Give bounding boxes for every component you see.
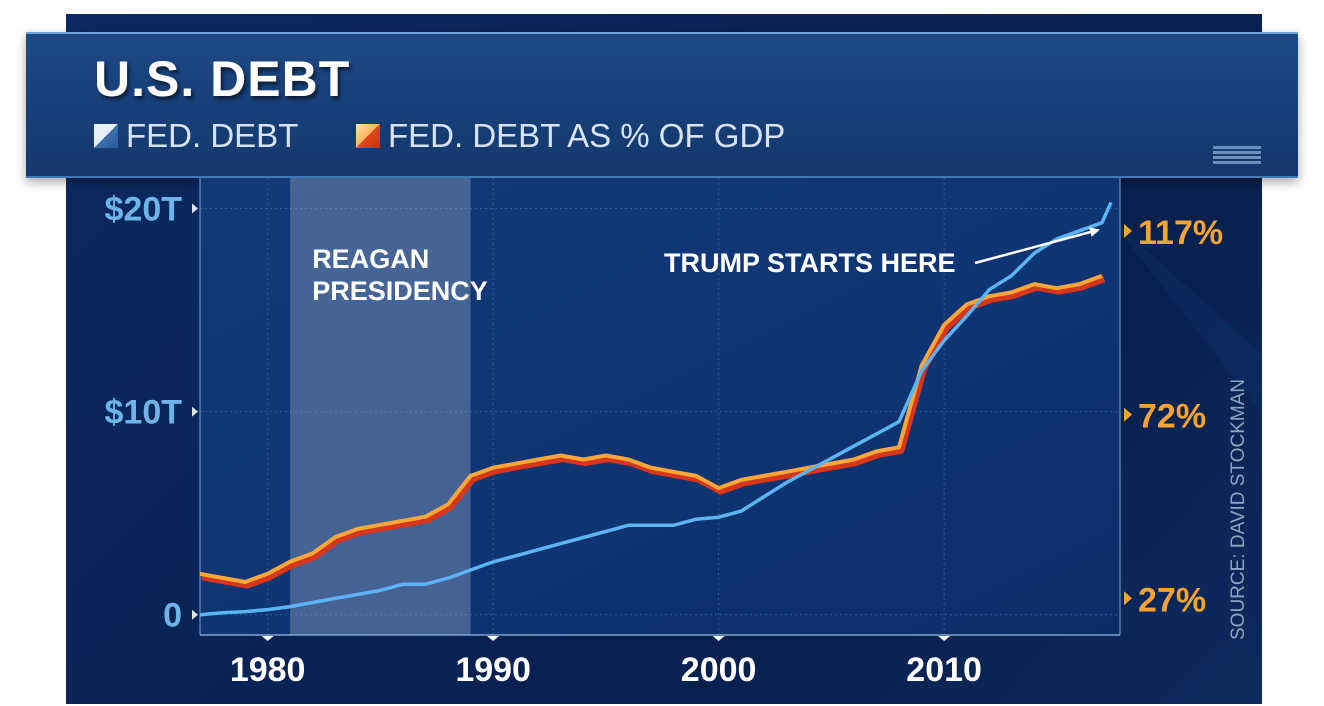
title-banner bbox=[26, 32, 1298, 178]
left-tick-marker-0 bbox=[192, 203, 198, 214]
x-tick-label-1: 1990 bbox=[455, 651, 531, 689]
left-tick-marker-1 bbox=[192, 406, 198, 417]
x-tick-marker-0 bbox=[261, 636, 274, 641]
reagan-shaded-region bbox=[290, 178, 471, 635]
reagan-label-line-2: PRESIDENCY bbox=[312, 276, 488, 306]
series-debt-gdp-shadow bbox=[201, 275, 1106, 589]
legend-swatch-orange-icon bbox=[356, 124, 380, 148]
right-tick-label-2: 27% bbox=[1138, 581, 1206, 619]
annotation-trump: TRUMP STARTS HERE bbox=[664, 248, 956, 278]
plot-area bbox=[200, 178, 1120, 635]
right-tick-marker-2 bbox=[1124, 591, 1132, 606]
grid bbox=[200, 178, 1120, 635]
chart-title: U.S. DEBT bbox=[94, 51, 351, 107]
legend-item-fed-debt: FED. DEBT bbox=[94, 117, 298, 155]
left-tick-label-1: $10T bbox=[105, 394, 183, 432]
decorative-bars-icon bbox=[1213, 146, 1261, 170]
right-tick-label-1: 72% bbox=[1138, 398, 1206, 436]
reagan-label-line-1: REAGAN bbox=[312, 244, 429, 274]
x-tick-label-2: 2000 bbox=[681, 651, 757, 689]
right-tick-marker-0 bbox=[1124, 224, 1132, 239]
series-fed-debt-line bbox=[199, 201, 1113, 617]
background-diagonal bbox=[1106, 214, 1262, 414]
legend-item-debt-gdp: FED. DEBT AS % OF GDP bbox=[356, 117, 785, 155]
x-tick-marker-3 bbox=[938, 636, 951, 641]
legend-swatch-blue-icon bbox=[94, 124, 118, 148]
right-tick-marker-1 bbox=[1124, 407, 1132, 422]
x-tick-marker-1 bbox=[487, 636, 500, 641]
x-tick-label-0: 1980 bbox=[230, 651, 306, 689]
annotation-arrow-icon bbox=[974, 227, 1100, 265]
series-debt-gdp-line bbox=[199, 274, 1103, 584]
x-tick-label-3: 2010 bbox=[906, 651, 982, 689]
x-tick-marker-2 bbox=[712, 636, 725, 641]
right-tick-label-0: 117% bbox=[1138, 214, 1223, 252]
left-tick-label-0: $20T bbox=[105, 190, 183, 228]
legend-label-fed-debt: FED. DEBT bbox=[126, 117, 299, 154]
legend-label-debt-gdp: FED. DEBT AS % OF GDP bbox=[388, 117, 786, 154]
left-tick-marker-2 bbox=[192, 609, 198, 620]
source-label: SOURCE: DAVID STOCKMAN bbox=[1228, 379, 1249, 640]
left-tick-label-2: 0 bbox=[163, 597, 182, 635]
